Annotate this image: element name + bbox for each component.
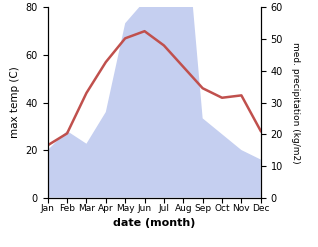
X-axis label: date (month): date (month) xyxy=(113,218,196,228)
Y-axis label: max temp (C): max temp (C) xyxy=(10,67,20,138)
Y-axis label: med. precipitation (kg/m2): med. precipitation (kg/m2) xyxy=(291,42,300,163)
